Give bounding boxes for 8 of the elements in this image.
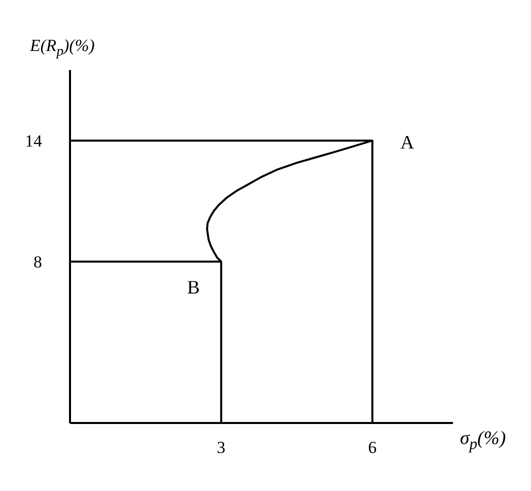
x-tick-label: 3: [216, 438, 226, 458]
annotation: A: [400, 132, 414, 154]
y-tick-label: 14: [25, 132, 42, 151]
annotation: B: [187, 278, 200, 299]
y-tick-label: 8: [34, 252, 42, 272]
x-tick-label: 6: [368, 438, 377, 458]
x-axis-title: σ$_{p}$(%): [460, 428, 506, 454]
y-axis-title: E(R$_{p}$)(%): [30, 36, 95, 60]
